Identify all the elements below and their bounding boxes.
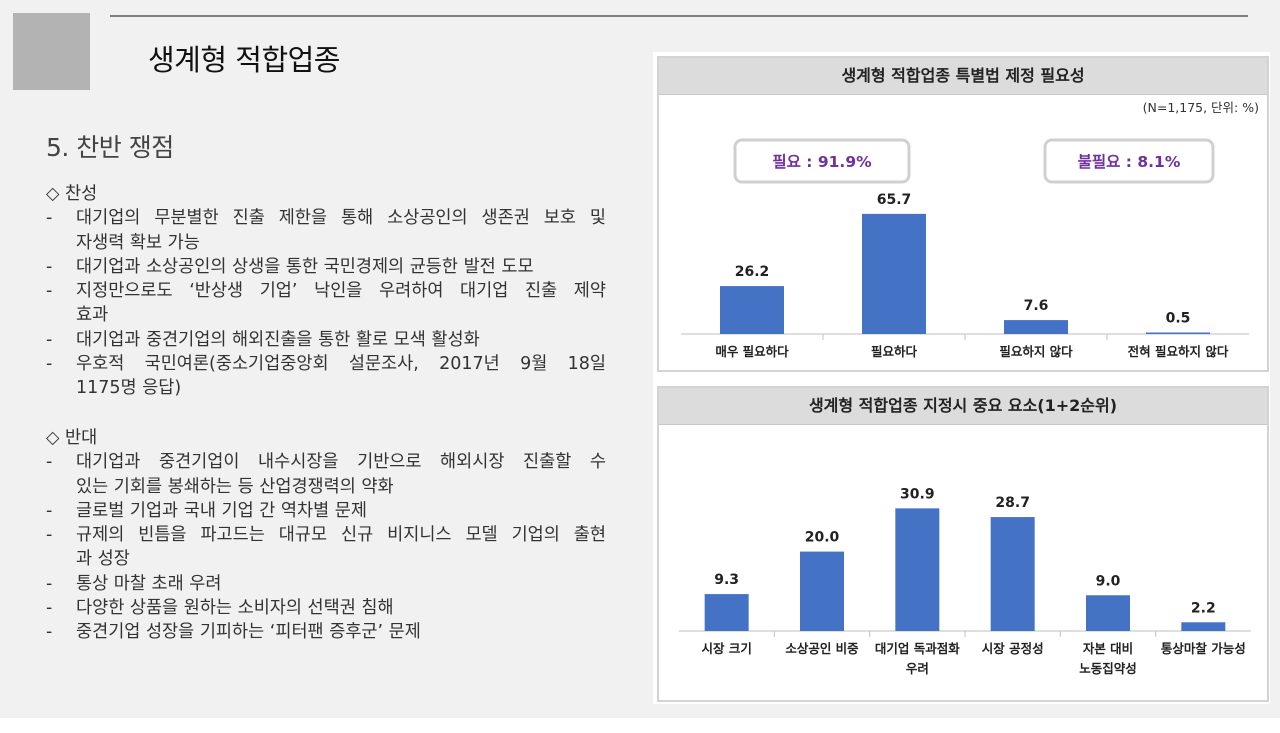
data-label-3: 7.6: [1024, 298, 1049, 314]
pro-item-4: - 대기업과 중견기업의 해외진출을 통한 활로 모색 활성화: [46, 328, 606, 352]
data-label-4: 28.7: [995, 495, 1030, 511]
chart-note: (N=1,175, 단위: %): [1143, 100, 1259, 115]
bullet-dash: -: [46, 598, 53, 619]
slide: 생계형 적합업종 5. 찬반 쟁점 ◇ 찬성 - 대기업의 무분별한 진출 제한을 …: [0, 0, 1280, 718]
category-label-1: 매우 필요하다: [715, 344, 789, 359]
data-label-2: 20.0: [805, 530, 840, 546]
bar-3: [1004, 320, 1068, 334]
bar-6: [1181, 622, 1226, 631]
section-heading: 5. 찬반 쟁점: [46, 133, 174, 162]
con-item-text: 대기업과 중견기업이 내수시장을 기반으로 해외시장 진출할 수: [76, 452, 606, 473]
bar-5: [1086, 595, 1130, 631]
bar-4: [1146, 332, 1210, 334]
pro-item-text: 우호적 국민여론(중소기업중앙회 설문조사, 2017년 9월 18일: [76, 354, 606, 375]
category-label-3: 우려: [906, 661, 929, 676]
con-item-5: - 다양한 상품을 원하는 소비자의 선택권 침해: [46, 596, 606, 620]
con-item-text: 중견기업 성장을 기피하는 ‘피터팬 증후군’ 문제: [76, 622, 421, 643]
category-label-5: 자본 대비: [1083, 641, 1133, 656]
con-item-1-cont: 있는 기회를 봉쇄하는 등 산업경쟁력의 약화: [46, 475, 606, 499]
con-item-3-cont: 과 성장: [46, 547, 606, 571]
bullet-dash: -: [46, 329, 53, 350]
con-item-6: - 중견기업 성장을 기피하는 ‘피터팬 증후군’ 문제: [46, 620, 606, 644]
pro-item-3-cont: 효과: [46, 303, 606, 327]
bar-1: [704, 594, 749, 631]
data-label-1: 9.3: [714, 572, 739, 588]
pro-header: ◇ 찬성: [46, 184, 98, 204]
bullet-dash: -: [46, 281, 53, 302]
bullet-dash: -: [46, 500, 53, 521]
category-label-3: 필요하지 않다: [999, 344, 1073, 359]
con-item-text: 있는 기회를 봉쇄하는 등 산업경쟁력의 약화: [76, 476, 394, 497]
bullet-dash: -: [46, 256, 53, 277]
con-item-text: 규제의 빈틈을 파고드는 대규모 신규 비지니스 모델 기업의 출현: [76, 525, 606, 546]
pro-item-1-cont: 자생력 확보 가능: [46, 231, 606, 255]
category-label-1: 시장 크기: [701, 641, 751, 656]
pro-item-text: 효과: [76, 305, 109, 326]
con-item-text: 글로벌 기업과 국내 기업 간 역차별 문제: [76, 500, 367, 521]
category-label-5: 노동집약성: [1079, 661, 1137, 676]
category-label-4: 전혀 필요하지 않다: [1128, 344, 1229, 359]
decorative-square: [13, 13, 90, 90]
pro-item-text: 대기업의 무분별한 진출 제한을 통해 소상공인의 생존권 보호 및: [76, 208, 606, 229]
bullet-dash: -: [46, 573, 53, 594]
pro-item-text: 자생력 확보 가능: [76, 232, 200, 253]
con-header: ◇ 반대: [46, 428, 98, 448]
callout-text-1: 필요 : 91.9%: [772, 153, 872, 171]
bullet-dash: -: [46, 622, 53, 643]
bar-2: [862, 213, 926, 334]
pro-item-text: 지정만으로도 ‘반상생 기업’ 낙인을 우려하여 대기업 진출 제약: [76, 281, 606, 302]
pro-item-5-cont: 1175명 응답): [46, 376, 606, 400]
pro-item-text: 대기업과 소상공인의 상생을 통한 국민경제의 균등한 발전 도모: [76, 256, 534, 277]
pro-item-1: - 대기업의 무분별한 진출 제한을 통해 소상공인의 생존권 보호 및: [46, 206, 606, 230]
pro-item-3: - 지정만으로도 ‘반상생 기업’ 낙인을 우려하여 대기업 진출 제약: [46, 279, 606, 303]
con-item-1: - 대기업과 중견기업이 내수시장을 기반으로 해외시장 진출할 수: [46, 450, 606, 474]
necessity-chart-svg: (N=1,175, 단위: %) 필요 : 91.9% 불필요 : 8.1% 26.2…: [681, 100, 1259, 359]
con-item-4: - 통상 마찰 초래 우려: [46, 572, 606, 596]
data-label-4: 0.5: [1166, 311, 1191, 327]
callout-box-2: [1043, 138, 1215, 184]
category-label-3: 대기업 독과점화: [875, 641, 960, 656]
pro-item-2: - 대기업과 소상공인의 상생을 통한 국민경제의 균등한 발전 도모: [46, 255, 606, 279]
category-label-4: 시장 공정성: [982, 641, 1044, 656]
bar-1: [720, 286, 784, 334]
con-item-text: 다양한 상품을 원하는 소비자의 선택권 침해: [76, 598, 394, 619]
top-divider: [110, 15, 1248, 17]
callout-text-2: 불필요 : 8.1%: [1078, 153, 1181, 171]
con-item-text: 통상 마찰 초래 우려: [76, 573, 222, 594]
data-label-1: 26.2: [735, 264, 770, 280]
bullet-dash: -: [46, 525, 53, 546]
necessity-chart-title: 생계형 적합업종 특별법 제정 필요성: [659, 58, 1267, 95]
data-label-5: 9.0: [1096, 573, 1121, 589]
factors-chart: 생계형 적합업종 지정시 중요 요소(1+2순위) 9.3 시장 크기 20.0 소상…: [657, 386, 1269, 702]
bar-4: [990, 517, 1035, 631]
pro-item-5: - 우호적 국민여론(중소기업중앙회 설문조사, 2017년 9월 18일: [46, 352, 606, 376]
data-label-3: 30.9: [900, 486, 935, 502]
bullet-dash: -: [46, 452, 53, 473]
bar-2: [800, 551, 844, 631]
con-item-3: - 규제의 빈틈을 파고드는 대규모 신규 비지니스 모델 기업의 출현: [46, 523, 606, 547]
bar-3: [895, 508, 940, 631]
data-label-6: 2.2: [1191, 600, 1216, 616]
pro-item-text: 대기업과 중견기업의 해외진출을 통한 활로 모색 활성화: [76, 329, 480, 350]
callout-box-1: [733, 138, 911, 184]
con-item-2: - 글로벌 기업과 국내 기업 간 역차별 문제: [46, 499, 606, 523]
con-item-text: 과 성장: [76, 549, 130, 570]
necessity-chart: 생계형 적합업종 특별법 제정 필요성 (N=1,175, 단위: %) 필요 :…: [657, 56, 1269, 372]
category-label-2: 필요하다: [871, 344, 918, 359]
category-label-6: 통상마찰 가능성: [1161, 641, 1246, 656]
bullet-dash: -: [46, 208, 53, 229]
factors-chart-title: 생계형 적합업종 지정시 중요 요소(1+2순위): [659, 388, 1267, 425]
charts-panel: 생계형 적합업종 특별법 제정 필요성 (N=1,175, 단위: %) 필요 :…: [653, 52, 1270, 704]
data-label-2: 65.7: [877, 192, 912, 208]
bullet-dash: -: [46, 354, 53, 375]
pro-item-text: 1175명 응답): [76, 378, 182, 399]
slide-title: 생계형 적합업종: [148, 43, 340, 77]
category-label-2: 소상공인 비중: [785, 641, 859, 656]
